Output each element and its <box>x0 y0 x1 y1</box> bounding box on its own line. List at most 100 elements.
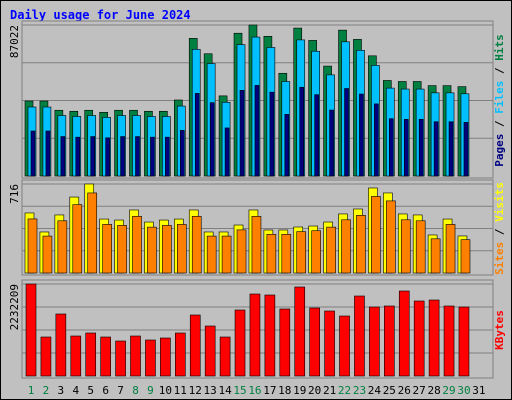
x-tick-label: 11 <box>174 384 187 397</box>
bar <box>60 136 66 177</box>
legend: Sites / Visits <box>493 182 506 275</box>
bar <box>239 90 245 177</box>
bar <box>105 137 110 177</box>
bar <box>204 325 216 377</box>
bar <box>463 122 469 177</box>
y-tick-label: 716 <box>8 184 21 204</box>
bar <box>294 286 306 377</box>
bar <box>72 204 83 274</box>
bar <box>75 136 81 177</box>
bar <box>251 216 262 274</box>
bar <box>194 93 200 177</box>
x-tick-label: 8 <box>132 384 139 397</box>
bar <box>25 283 37 377</box>
bar <box>57 220 68 274</box>
bar <box>296 231 307 274</box>
bar <box>147 226 157 274</box>
bar <box>70 335 82 377</box>
x-tick-label: 28 <box>427 384 440 397</box>
legend-separator: / <box>493 114 506 134</box>
x-tick-label: 16 <box>248 384 261 397</box>
bar <box>371 196 381 274</box>
bar <box>403 118 409 177</box>
bar <box>384 305 395 377</box>
x-tick-label: 10 <box>159 384 172 397</box>
bar <box>40 336 52 377</box>
bar <box>324 310 335 377</box>
bar <box>329 109 334 177</box>
bar <box>445 224 456 274</box>
chart-title: Daily usage for June 2024 <box>10 8 191 22</box>
x-tick-label: 22 <box>338 384 351 397</box>
bar <box>341 219 351 274</box>
bar <box>177 224 187 274</box>
legend-separator: / <box>493 61 506 81</box>
y-tick-label: 2232209 <box>8 284 21 330</box>
bar <box>224 127 230 177</box>
x-tick-label: 26 <box>398 384 411 397</box>
bar <box>400 219 411 274</box>
x-tick-label: 25 <box>383 384 396 397</box>
bar <box>236 229 247 274</box>
legend-entry: Visits <box>493 182 506 222</box>
bar <box>369 306 380 377</box>
x-tick-label: 14 <box>218 384 232 397</box>
bar <box>209 102 215 177</box>
bar <box>418 118 424 177</box>
x-tick-label: 17 <box>263 384 276 397</box>
bar <box>135 136 140 177</box>
x-tick-label: 7 <box>117 384 124 397</box>
bar <box>100 336 111 377</box>
bar <box>42 235 53 274</box>
x-tick-label: 4 <box>72 384 79 397</box>
bar <box>30 130 36 177</box>
x-tick-label: 9 <box>147 384 154 397</box>
bar <box>249 293 261 377</box>
legend-entry: Pages <box>493 134 506 167</box>
bar <box>90 136 96 177</box>
x-tick-label: 27 <box>413 384 426 397</box>
bar <box>413 300 425 377</box>
bar <box>430 238 441 274</box>
bar <box>160 337 171 377</box>
bar <box>326 226 336 274</box>
bar <box>234 309 246 377</box>
bar <box>85 332 97 377</box>
legend-entry: Sites <box>493 242 506 275</box>
bar <box>191 216 202 274</box>
bar <box>175 332 186 377</box>
bar <box>356 215 366 274</box>
x-tick-label: 31 <box>472 384 485 397</box>
bar <box>120 136 125 177</box>
y-tick-label: 87022 <box>8 25 21 58</box>
x-tick-label: 12 <box>189 384 202 397</box>
bar <box>415 220 426 274</box>
x-tick-label: 20 <box>308 384 321 397</box>
x-tick-label: 15 <box>233 384 246 397</box>
x-tick-label: 19 <box>293 384 306 397</box>
x-tick-label: 24 <box>368 384 382 397</box>
bar <box>87 192 98 274</box>
bar <box>221 235 232 274</box>
bar <box>299 86 305 177</box>
bar <box>117 225 127 274</box>
bar <box>115 340 126 377</box>
x-tick-label: 23 <box>353 384 366 397</box>
bar <box>55 313 67 377</box>
bar <box>132 216 142 274</box>
legend-entry: KBytes <box>493 310 506 350</box>
legend: Pages / Files / Hits <box>493 34 506 167</box>
legend-entry: Files <box>493 81 506 114</box>
bar <box>448 121 454 177</box>
bar <box>460 239 471 274</box>
bar <box>27 218 38 274</box>
x-tick-label: 3 <box>58 384 65 397</box>
bar <box>254 85 260 177</box>
bar <box>165 136 170 177</box>
bar <box>219 336 231 377</box>
legend-entry: Hits <box>493 34 506 61</box>
x-tick-label: 29 <box>442 384 455 397</box>
bar <box>130 335 141 377</box>
bar <box>359 93 364 177</box>
bar <box>102 224 112 274</box>
